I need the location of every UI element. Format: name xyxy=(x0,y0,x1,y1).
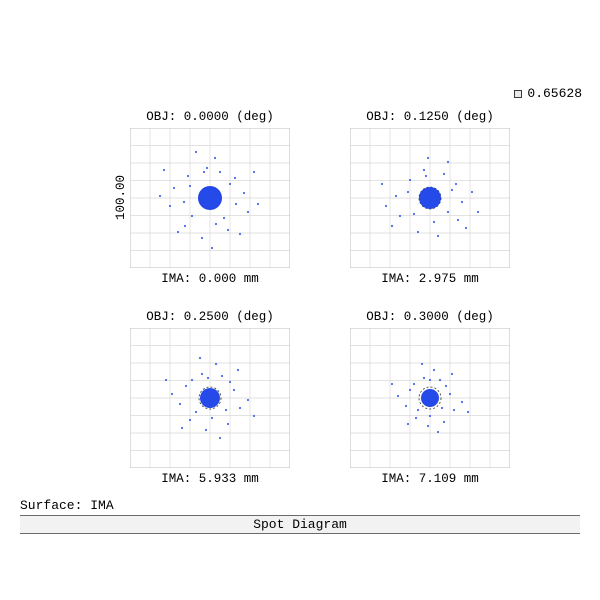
spot-panel-1 xyxy=(350,128,510,268)
panel-1-ima-label: IMA: 2.975 mm xyxy=(350,268,510,286)
spot-panel-3 xyxy=(350,328,510,468)
panel-0-ima-label: IMA: 0.000 mm xyxy=(130,268,290,286)
y-axis-scale-label: 100.00 xyxy=(114,175,130,220)
panel-2-obj-label: OBJ: 0.2500 (deg) xyxy=(130,310,290,328)
spot-panels-grid: OBJ: 0.0000 (deg) OBJ: 0.1250 (deg) 100.… xyxy=(0,110,600,486)
wavelength-legend: 0.65628 xyxy=(514,86,582,101)
panel-1-obj-label: OBJ: 0.1250 (deg) xyxy=(350,110,510,128)
legend-swatch-icon xyxy=(514,90,522,98)
spot-panel-2 xyxy=(130,328,290,468)
panel-3-obj-label: OBJ: 0.3000 (deg) xyxy=(350,310,510,328)
panel-2-ima-label: IMA: 5.933 mm xyxy=(130,468,290,486)
footer: Surface: IMA Spot Diagram xyxy=(20,498,600,534)
spot-panel-0 xyxy=(130,128,290,268)
diagram-title: Spot Diagram xyxy=(20,515,580,534)
panel-0-obj-label: OBJ: 0.0000 (deg) xyxy=(130,110,290,128)
panel-3-ima-label: IMA: 7.109 mm xyxy=(350,468,510,486)
legend-value: 0.65628 xyxy=(527,86,582,101)
surface-label: Surface: IMA xyxy=(20,498,600,515)
